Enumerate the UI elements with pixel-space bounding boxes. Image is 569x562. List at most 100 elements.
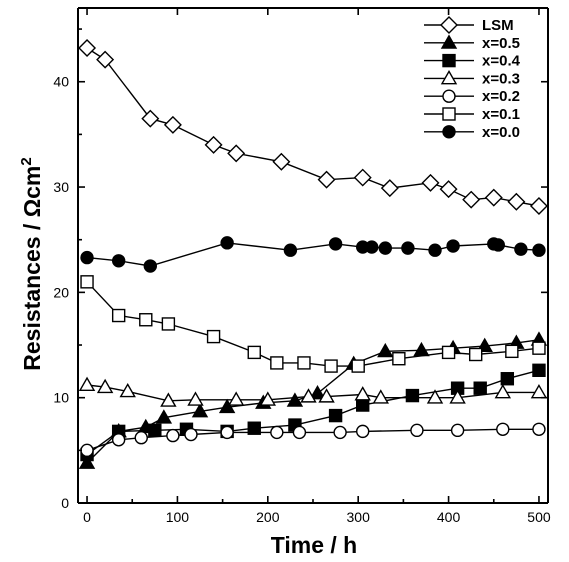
series-x=0.2 <box>80 422 546 458</box>
y-tick-label: 0 <box>61 495 69 511</box>
data-point <box>292 425 307 440</box>
data-point <box>163 115 182 134</box>
data-point <box>530 384 548 399</box>
x-tick-label: 100 <box>166 509 190 525</box>
legend-marker <box>440 34 458 49</box>
data-point <box>378 241 393 255</box>
data-point <box>143 259 158 273</box>
data-point <box>78 376 96 391</box>
data-point <box>410 423 424 438</box>
data-point <box>353 168 372 187</box>
data-point <box>372 389 389 404</box>
data-point <box>283 243 298 257</box>
data-point <box>270 356 284 370</box>
legend-label: x=0.3 <box>482 70 520 87</box>
data-point <box>462 190 481 209</box>
legend-entry: x=0.3 <box>424 69 520 87</box>
legend-entry: x=0.4 <box>424 53 521 70</box>
data-point <box>354 386 371 401</box>
x-tick-label: 400 <box>437 509 461 525</box>
data-point <box>272 152 291 171</box>
data-point <box>532 341 546 355</box>
y-axis-title: Resistances / Ωcm2 <box>18 157 45 370</box>
data-point <box>324 359 338 373</box>
plot-area <box>78 39 548 469</box>
data-point <box>333 425 347 440</box>
data-point <box>166 428 180 443</box>
data-point <box>80 275 94 289</box>
series-line <box>86 47 540 207</box>
legend-entry: x=0.1 <box>424 106 520 123</box>
data-point <box>351 359 365 373</box>
data-point <box>141 109 160 128</box>
y-tick-label: 20 <box>53 284 69 300</box>
y-tick-label: 30 <box>53 179 69 195</box>
series-x=0.1 <box>80 275 546 373</box>
legend-label: x=0.1 <box>482 106 520 123</box>
legend-marker <box>442 89 456 103</box>
data-point <box>247 345 261 360</box>
data-point <box>111 308 126 323</box>
data-point <box>380 179 399 198</box>
data-point <box>111 433 126 447</box>
data-point <box>96 50 115 69</box>
legend-label: x=0.2 <box>482 88 520 105</box>
data-point <box>318 388 335 403</box>
data-point <box>160 392 177 407</box>
legend-label: LSM <box>482 17 514 34</box>
data-point <box>317 170 336 189</box>
data-point <box>428 243 442 257</box>
data-point <box>532 243 546 257</box>
data-point <box>514 242 528 256</box>
data-point <box>328 237 343 251</box>
series-line <box>86 369 540 456</box>
data-point <box>119 382 136 398</box>
data-point <box>449 389 466 404</box>
data-point <box>421 173 440 192</box>
data-point <box>187 391 204 406</box>
data-point <box>270 425 284 440</box>
data-point <box>439 180 458 199</box>
data-point <box>494 384 512 399</box>
data-point <box>473 381 487 395</box>
data-point <box>139 313 153 327</box>
x-tick-label: 500 <box>527 509 551 525</box>
data-point <box>191 402 209 418</box>
legend-entry: LSM <box>424 16 514 34</box>
data-point <box>392 352 406 366</box>
data-point <box>111 254 126 268</box>
legend-marker <box>440 69 458 85</box>
data-point <box>529 197 548 215</box>
series-LSM <box>78 39 548 215</box>
data-point <box>500 372 515 386</box>
data-point <box>377 342 394 358</box>
series-x=0.3 <box>78 376 548 407</box>
data-point <box>491 238 505 252</box>
y-axis-title-superscript: 2 <box>18 157 35 165</box>
y-tick-label: 10 <box>53 390 69 406</box>
legend-marker <box>442 107 456 121</box>
legend-marker <box>442 125 456 139</box>
data-point <box>405 388 420 403</box>
data-point <box>505 344 519 359</box>
data-point <box>532 422 546 436</box>
data-point <box>259 391 277 406</box>
legend-entry: x=0.2 <box>424 88 520 105</box>
axes: 0 100 200 300 400 500 0 10 20 30 40 <box>53 7 551 525</box>
data-point <box>401 241 415 255</box>
data-point <box>309 385 326 400</box>
x-tick-label: 200 <box>256 509 280 525</box>
legend-label: x=0.0 <box>482 124 520 141</box>
y-tick-label: 40 <box>53 74 69 90</box>
data-point <box>446 239 460 253</box>
data-point <box>426 389 444 404</box>
data-point <box>297 356 311 370</box>
data-point <box>220 236 234 250</box>
x-tick-label: 0 <box>83 509 91 525</box>
data-point <box>184 427 198 442</box>
data-point <box>450 423 465 438</box>
data-point <box>206 329 221 344</box>
data-point <box>155 409 173 424</box>
